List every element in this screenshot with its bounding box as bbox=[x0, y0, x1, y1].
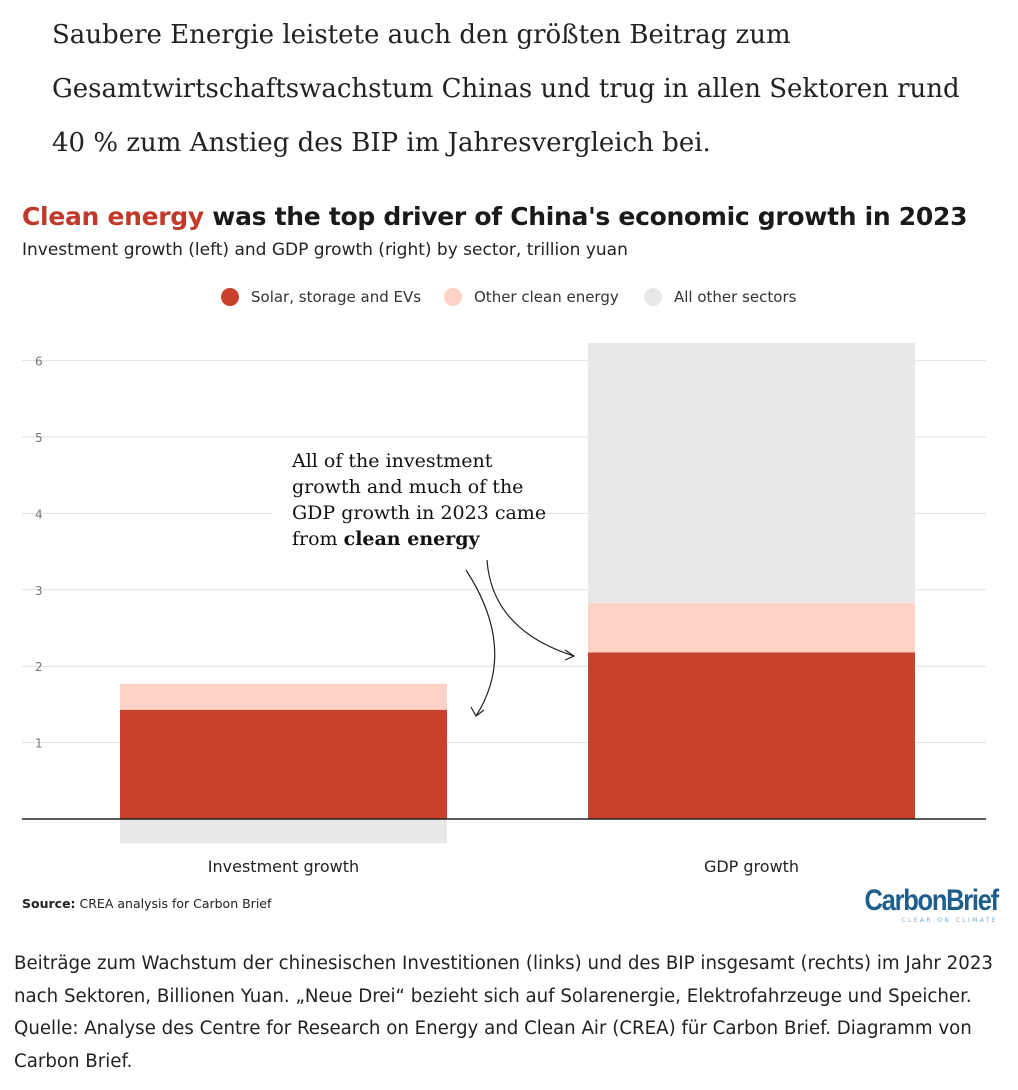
bar-investment-solar bbox=[120, 709, 447, 819]
bars bbox=[120, 343, 915, 844]
x-category-label-gdp: GDP growth bbox=[704, 857, 799, 876]
legend-label-other-clean: Other clean energy bbox=[474, 288, 619, 306]
logo-wordmark: CarbonBrief bbox=[864, 884, 1000, 917]
annotation-line-3: GDP growth in 2023 came bbox=[292, 502, 546, 524]
figure-caption: Beiträge zum Wachstum der chinesischen I… bbox=[14, 953, 993, 1072]
bar-gdp-solar bbox=[588, 652, 915, 819]
source-label: Source: bbox=[22, 896, 76, 911]
annotation-background bbox=[272, 446, 540, 550]
chart-plot-area: 1 2 3 4 5 6 Investment growth GDP growth All o… bbox=[22, 343, 986, 876]
bar-gdp-all-other bbox=[588, 343, 915, 603]
chart-title-rest: was the top driver of China's economic g… bbox=[203, 202, 968, 231]
legend-item-all-other: All other sectors bbox=[644, 288, 796, 306]
logo-tagline: CLEAR ON CLIMATE bbox=[901, 917, 998, 924]
chart-figure: Clean energy was the top driver of China… bbox=[0, 180, 1018, 940]
legend-label-all-other: All other sectors bbox=[674, 288, 797, 306]
bar-investment-all-other bbox=[120, 819, 447, 844]
annotation: All of the investment growth and much of… bbox=[272, 446, 576, 717]
annotation-line-2: growth and much of the bbox=[292, 476, 523, 498]
legend-swatch-all-other bbox=[644, 288, 662, 306]
carbonbrief-logo: CarbonBrief CLEAR ON CLIMATE bbox=[841, 884, 1000, 925]
annotation-arrowhead-right bbox=[564, 649, 576, 661]
annotation-emphasis: clean energy bbox=[344, 528, 481, 550]
y-tick-label-2: 2 bbox=[35, 660, 43, 674]
annotation-line-1: All of the investment bbox=[291, 450, 493, 472]
annotation-arrow-left bbox=[465, 569, 496, 717]
annotation-arrowhead-left bbox=[470, 706, 485, 717]
annotation-line-4: from clean energy bbox=[292, 528, 481, 550]
chart-title-highlight: Clean energy bbox=[22, 202, 204, 231]
legend-swatch-solar bbox=[221, 288, 239, 306]
legend-item-other-clean: Other clean energy bbox=[444, 288, 619, 306]
chart-source: Source: CREA analysis for Carbon Brief bbox=[22, 896, 271, 911]
y-tick-label-6: 6 bbox=[35, 355, 43, 369]
y-tick-label-1: 1 bbox=[35, 737, 43, 751]
chart-title: Clean energy was the top driver of China… bbox=[22, 202, 967, 231]
chart-subtitle: Investment growth (left) and GDP growth … bbox=[22, 240, 628, 260]
x-category-label-investment: Investment growth bbox=[208, 857, 359, 876]
legend-swatch-other-clean bbox=[444, 288, 462, 306]
y-tick-label-5: 5 bbox=[35, 431, 43, 445]
source-text: CREA analysis for Carbon Brief bbox=[75, 896, 272, 911]
chart-legend: Solar, storage and EVs Other clean energ… bbox=[0, 288, 1018, 312]
x-axis-categories: Investment growth GDP growth bbox=[208, 857, 799, 876]
annotation-line-4-prefix: from bbox=[292, 528, 344, 550]
article-intro-paragraph: Saubere Energie leistete auch den größte… bbox=[52, 20, 960, 158]
y-axis-ticks: 1 2 3 4 5 6 bbox=[35, 355, 43, 751]
legend-label-solar: Solar, storage and EVs bbox=[251, 288, 422, 306]
bar-gdp-other-clean bbox=[588, 602, 915, 653]
annotation-arrow-right bbox=[486, 559, 575, 657]
bar-investment-other-clean bbox=[120, 683, 447, 710]
y-tick-label-3: 3 bbox=[35, 584, 43, 598]
legend-item-solar: Solar, storage and EVs bbox=[221, 288, 421, 306]
y-tick-label-4: 4 bbox=[35, 507, 43, 521]
